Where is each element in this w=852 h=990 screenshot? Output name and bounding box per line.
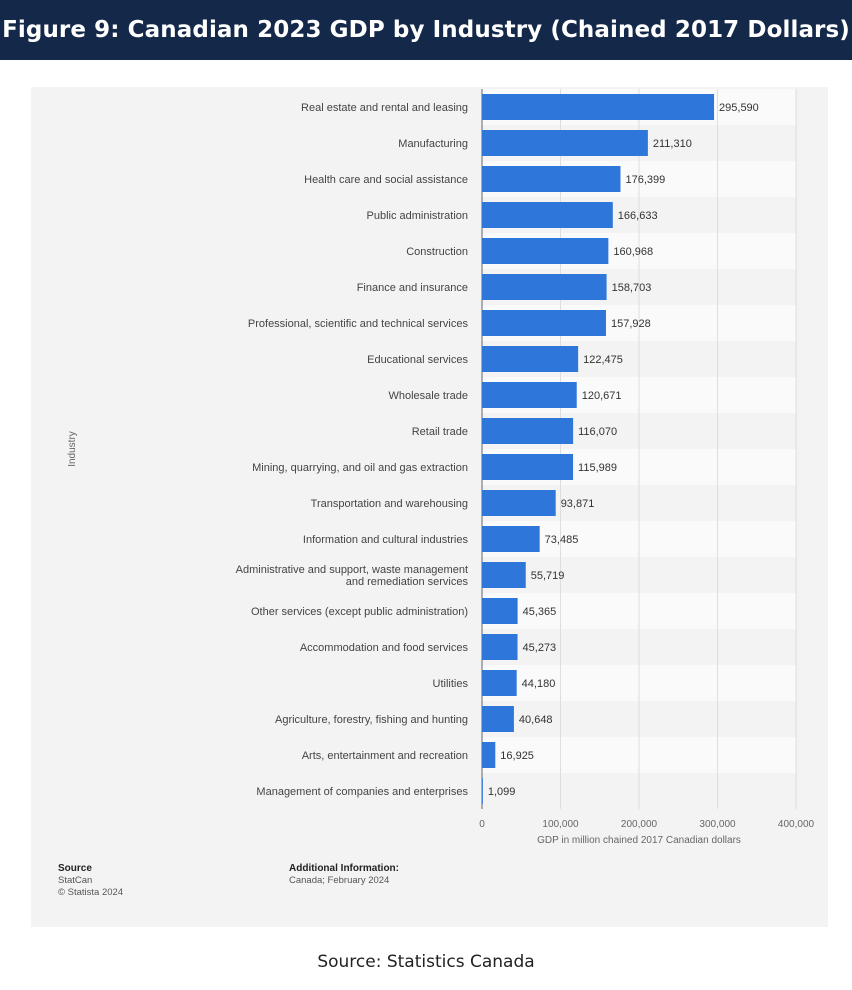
bar (482, 526, 540, 552)
source-name: StatCan (58, 875, 93, 886)
data-label: 115,989 (578, 462, 617, 474)
category-label: Educational services (367, 354, 468, 366)
x-tick-label: 200,000 (621, 819, 658, 830)
source-heading: Source (58, 863, 92, 874)
bar (482, 382, 577, 408)
x-tick-label: 0 (479, 819, 485, 830)
x-axis-title: GDP in million chained 2017 Canadian dol… (537, 835, 741, 846)
figure-title: Figure 9: Canadian 2023 GDP by Industry … (2, 17, 850, 43)
category-label: Transportation and warehousing (311, 498, 468, 510)
source-copyright: © Statista 2024 (58, 887, 124, 898)
category-label: Information and cultural industries (303, 534, 469, 546)
bar (482, 130, 648, 156)
data-label: 44,180 (522, 678, 556, 690)
category-label: Health care and social assistance (304, 174, 468, 186)
bar (482, 562, 526, 588)
category-label: Other services (except public administra… (251, 606, 468, 618)
chart-panel: 295,590 Real estate and rental and leasin… (31, 87, 828, 927)
bar-chart: 295,590 Real estate and rental and leasin… (67, 89, 815, 846)
bar (482, 634, 518, 660)
x-tick-label: 100,000 (542, 819, 579, 830)
bar (482, 490, 556, 516)
category-label: Wholesale trade (389, 390, 469, 402)
data-label: 45,273 (523, 642, 557, 654)
x-tick-label: 400,000 (778, 819, 815, 830)
data-label: 120,671 (582, 390, 622, 402)
category-label: Arts, entertainment and recreation (302, 750, 468, 762)
y-axis-title: Industry (67, 431, 78, 467)
data-label: 16,925 (500, 750, 534, 762)
additional-info-block: Additional Information: Canada; February… (289, 863, 399, 887)
data-label: 160,968 (613, 246, 653, 258)
category-label: Construction (406, 246, 468, 258)
additional-info-heading: Additional Information: (289, 863, 399, 874)
bar (482, 238, 609, 264)
category-label: Finance and insurance (357, 282, 468, 294)
bar (482, 706, 514, 732)
category-label: Agriculture, forestry, fishing and hunti… (275, 714, 468, 726)
bar (482, 598, 518, 624)
additional-info-text: Canada; February 2024 (289, 875, 390, 886)
bar (482, 310, 606, 336)
bar (482, 454, 574, 480)
bar (482, 94, 715, 120)
data-label: 211,310 (653, 138, 692, 150)
data-label: 122,475 (583, 354, 623, 366)
bar (482, 670, 517, 696)
x-tick-label: 300,000 (699, 819, 736, 830)
data-label: 73,485 (545, 534, 579, 546)
source-block: Source StatCan © Statista 2024 (58, 863, 123, 899)
data-label: 176,399 (625, 174, 665, 186)
category-label: Mining, quarrying, and oil and gas extra… (252, 462, 468, 474)
data-label: 45,365 (523, 606, 557, 618)
bar (482, 742, 496, 768)
data-label: 158,703 (612, 282, 652, 294)
data-label: 116,070 (578, 426, 617, 438)
figure-title-bar: Figure 9: Canadian 2023 GDP by Industry … (0, 0, 852, 60)
category-label: Management of companies and enterprises (256, 786, 468, 798)
category-label: Retail trade (412, 426, 468, 438)
data-label: 157,928 (611, 318, 651, 330)
category-label: Manufacturing (398, 138, 468, 150)
bar (482, 418, 574, 444)
data-label: 1,099 (488, 786, 516, 798)
category-label: Professional, scientific and technical s… (248, 318, 469, 330)
category-label: Accommodation and food services (300, 642, 469, 654)
bar (482, 778, 483, 804)
data-label: 166,633 (618, 210, 658, 222)
data-label: 93,871 (561, 498, 595, 510)
category-label: Utilities (433, 678, 469, 690)
bar (482, 274, 607, 300)
category-label: Administrative and support, waste manage… (236, 564, 468, 576)
data-label: 295,590 (719, 102, 759, 114)
footer-caption: Source: Statistics Canada (317, 952, 535, 972)
bar (482, 346, 579, 372)
category-label: and remediation services (346, 576, 469, 588)
bar (482, 166, 621, 192)
category-label: Real estate and rental and leasing (301, 102, 468, 114)
data-label: 55,719 (531, 570, 565, 582)
bar (482, 202, 613, 228)
category-label: Public administration (367, 210, 469, 222)
data-label: 40,648 (519, 714, 553, 726)
